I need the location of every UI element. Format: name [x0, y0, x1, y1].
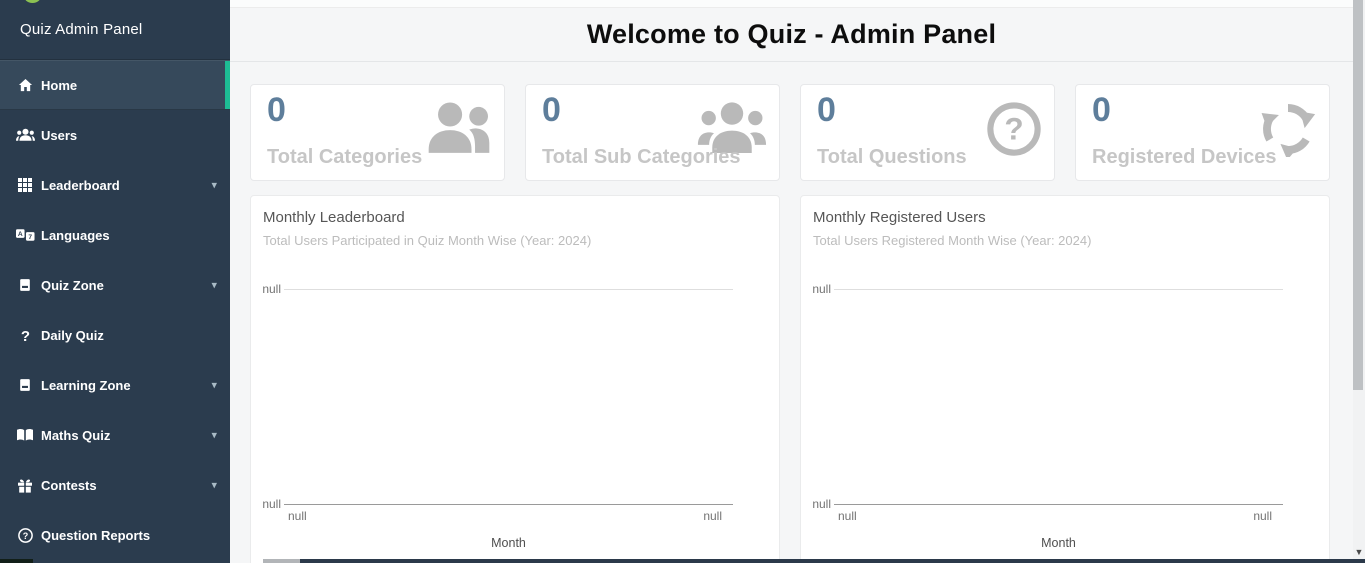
- charts-row: Monthly Leaderboard Total Users Participa…: [250, 195, 1330, 563]
- scrollbar-down-arrow-icon[interactable]: ▼: [1354, 547, 1364, 557]
- sidebar-item-label: Users: [41, 127, 78, 143]
- y-tick-label: null: [812, 497, 831, 511]
- x-tick-label: null: [1253, 509, 1272, 523]
- sidebar-nav: Home Users Leaderboard ▾ A 7 Languages Quiz Zon…: [0, 60, 230, 560]
- svg-text:?: ?: [22, 531, 28, 541]
- chart-card-monthly-leaderboard: Monthly Leaderboard Total Users Participa…: [250, 195, 780, 563]
- stat-value: 0: [1092, 91, 1111, 129]
- svg-text:?: ?: [1004, 111, 1023, 147]
- bottom-dark-bar: [300, 559, 1365, 563]
- sidebar-item-question-reports[interactable]: ? Question Reports: [0, 510, 230, 560]
- sidebar-item-label: Daily Quiz: [41, 327, 104, 343]
- users-group-icon: [697, 101, 767, 153]
- x-axis-title: Month: [1041, 536, 1076, 550]
- x-tick-label: null: [838, 509, 857, 523]
- sidebar-item-label: Languages: [41, 227, 110, 243]
- question-circle-icon: ?: [986, 101, 1042, 157]
- chart-x-axis: [284, 504, 733, 505]
- users-two-icon: [426, 101, 492, 153]
- question-icon: ?: [14, 328, 36, 343]
- stat-value: 0: [817, 91, 836, 129]
- y-tick-label: null: [262, 282, 281, 296]
- stat-card-total-categories: 0 Total Categories: [250, 84, 505, 181]
- sidebar-item-home[interactable]: Home: [0, 60, 230, 110]
- question-circle-icon: ?: [14, 527, 36, 543]
- main-content: Welcome to Quiz - Admin Panel 0 Total Cat…: [230, 0, 1353, 563]
- chart-title: Monthly Registered Users: [813, 209, 986, 226]
- chevron-down-icon: ▾: [211, 279, 217, 292]
- x-axis-title: Month: [491, 536, 526, 550]
- sidebar-item-label: Question Reports: [41, 527, 151, 543]
- svg-text:7: 7: [28, 234, 32, 241]
- open-book-icon: [14, 428, 36, 442]
- sidebar-item-quiz-zone[interactable]: Quiz Zone ▾: [0, 260, 230, 310]
- chart-gridline: [284, 289, 733, 290]
- sidebar-item-users[interactable]: Users: [0, 110, 230, 160]
- sidebar-item-label: Home: [41, 77, 78, 93]
- svg-text:A: A: [17, 231, 22, 238]
- sidebar-item-label: Learning Zone: [41, 377, 131, 393]
- stat-card-total-questions: 0? Total Questions: [800, 84, 1055, 181]
- chart-subtitle: Total Users Participated in Quiz Month W…: [263, 233, 592, 248]
- main-top-strip: [230, 0, 1353, 8]
- chevron-down-icon: ▾: [211, 379, 217, 392]
- sidebar-item-leaderboard[interactable]: Leaderboard ▾: [0, 160, 230, 210]
- sidebar-item-label: Contests: [41, 477, 97, 493]
- chart-title: Monthly Leaderboard: [263, 209, 405, 226]
- x-tick-label: null: [703, 509, 722, 523]
- stat-label: Registered Devices: [1092, 146, 1277, 168]
- book-icon: [14, 378, 36, 392]
- y-tick-label: null: [262, 497, 281, 511]
- chevron-down-icon: ▾: [211, 429, 217, 442]
- sidebar-item-languages[interactable]: A 7 Languages: [0, 210, 230, 260]
- sidebar-item-learning-zone[interactable]: Learning Zone ▾: [0, 360, 230, 410]
- stat-value: 0: [542, 91, 561, 129]
- grid-icon: [14, 178, 36, 192]
- stat-card-registered-devices: 0 Registered Devices: [1075, 84, 1330, 181]
- app-title: Quiz Admin Panel: [0, 0, 230, 60]
- chart-card-monthly-registered-users: Monthly Registered Users Total Users Regi…: [800, 195, 1330, 563]
- sidebar-item-daily-quiz[interactable]: ? Daily Quiz: [0, 310, 230, 360]
- svg-text:?: ?: [20, 328, 29, 343]
- x-tick-label: null: [288, 509, 307, 523]
- top-left-green-artifact: [24, 0, 41, 3]
- chart-subtitle: Total Users Registered Month Wise (Year:…: [813, 233, 1092, 248]
- sidebar: Quiz Admin Panel Home Users Leaderboard ▾ A 7…: [0, 0, 230, 563]
- home-icon: [14, 78, 36, 93]
- sidebar-item-contests[interactable]: Contests ▾: [0, 460, 230, 510]
- chevron-down-icon: ▾: [211, 479, 217, 492]
- stat-value: 0: [267, 91, 286, 129]
- sidebar-item-label: Maths Quiz: [41, 427, 111, 443]
- page-title: Welcome to Quiz - Admin Panel: [586, 19, 997, 49]
- stat-label: Total Questions: [817, 146, 967, 168]
- y-tick-label: null: [812, 282, 831, 296]
- gift-icon: [14, 478, 36, 493]
- sidebar-item-label: Leaderboard: [41, 177, 120, 193]
- stats-row: 0 Total Categories 0 Total Sub Categories 0?…: [250, 84, 1330, 181]
- vertical-scrollbar[interactable]: ▼: [1353, 0, 1365, 563]
- sidebar-item-maths-quiz[interactable]: Maths Quiz ▾: [0, 410, 230, 460]
- main-header: Welcome to Quiz - Admin Panel: [230, 8, 1353, 62]
- stat-card-total-sub-categories: 0 Total Sub Categories: [525, 84, 780, 181]
- users-icon: [14, 128, 36, 142]
- bottom-left-dark-strip: [0, 559, 33, 563]
- recycle-icon: [1259, 101, 1317, 157]
- stat-label: Total Categories: [267, 146, 423, 168]
- chevron-down-icon: ▾: [211, 179, 217, 192]
- chart-gridline: [834, 289, 1283, 290]
- vertical-scrollbar-thumb[interactable]: [1353, 0, 1363, 390]
- sidebar-item-label: Quiz Zone: [41, 277, 104, 293]
- chart-x-axis: [834, 504, 1283, 505]
- stat-label: Total Sub Categories: [542, 146, 741, 168]
- book-icon: [14, 278, 36, 292]
